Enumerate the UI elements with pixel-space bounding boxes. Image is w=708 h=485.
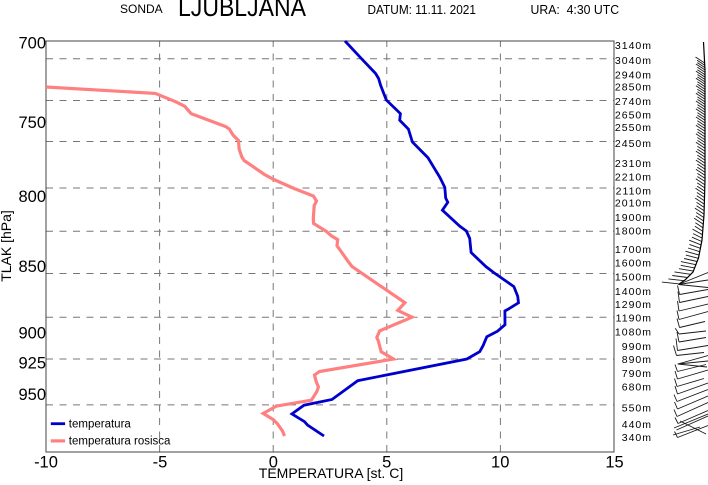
svg-text:URA: 4:30 UTC: URA: 4:30 UTC — [531, 1, 620, 17]
svg-text:1080m: 1080m — [615, 327, 652, 339]
svg-text:2310m: 2310m — [615, 158, 652, 170]
svg-text:1800m: 1800m — [615, 226, 652, 238]
svg-text:LJUBLJANA: LJUBLJANA — [178, 0, 307, 22]
svg-text:2940m: 2940m — [615, 69, 652, 81]
svg-text:5: 5 — [382, 453, 391, 471]
svg-text:900: 900 — [18, 324, 46, 342]
svg-text:680m: 680m — [622, 382, 652, 394]
svg-text:DATUM: 11.11. 2021: DATUM: 11.11. 2021 — [368, 2, 476, 17]
svg-text:-10: -10 — [34, 453, 58, 471]
svg-text:TEMPERATURA [st. C]: TEMPERATURA [st. C] — [259, 465, 403, 481]
svg-text:1900m: 1900m — [615, 212, 652, 224]
svg-text:TLAK [hPa]: TLAK [hPa] — [0, 210, 14, 282]
svg-text:2650m: 2650m — [615, 110, 652, 122]
svg-text:0: 0 — [269, 453, 278, 471]
svg-text:990m: 990m — [622, 341, 652, 353]
svg-text:10: 10 — [491, 453, 509, 471]
svg-text:3040m: 3040m — [615, 55, 652, 67]
svg-text:2210m: 2210m — [615, 172, 652, 184]
svg-text:440m: 440m — [622, 419, 652, 431]
svg-text:SONDA: SONDA — [120, 2, 163, 16]
svg-text:340m: 340m — [622, 432, 652, 444]
svg-text:2450m: 2450m — [615, 138, 652, 150]
svg-text:750: 750 — [18, 114, 46, 132]
svg-text:2010m: 2010m — [615, 197, 652, 209]
svg-text:1400m: 1400m — [615, 286, 652, 298]
svg-text:1600m: 1600m — [615, 258, 652, 270]
svg-text:850: 850 — [18, 258, 46, 276]
svg-text:550m: 550m — [622, 403, 652, 415]
svg-text:700: 700 — [18, 34, 46, 52]
svg-text:925: 925 — [18, 354, 46, 372]
svg-text:2110m: 2110m — [616, 185, 652, 197]
svg-text:temperatura rosisca: temperatura rosisca — [69, 436, 171, 448]
svg-text:1700m: 1700m — [615, 244, 652, 256]
svg-text:950: 950 — [18, 386, 46, 404]
svg-text:800: 800 — [18, 188, 46, 206]
svg-text:1290m: 1290m — [615, 299, 652, 311]
svg-text:1500m: 1500m — [615, 272, 652, 284]
svg-text:790m: 790m — [622, 368, 652, 380]
svg-text:-5: -5 — [153, 453, 168, 471]
svg-text:2550m: 2550m — [615, 122, 652, 134]
svg-text:1190m: 1190m — [616, 313, 652, 325]
svg-text:2740m: 2740m — [615, 96, 652, 108]
svg-text:temperatura: temperatura — [69, 418, 132, 430]
svg-text:890m: 890m — [622, 354, 652, 366]
svg-text:2850m: 2850m — [615, 82, 652, 94]
svg-text:15: 15 — [605, 453, 623, 471]
svg-text:3140m: 3140m — [615, 40, 652, 52]
